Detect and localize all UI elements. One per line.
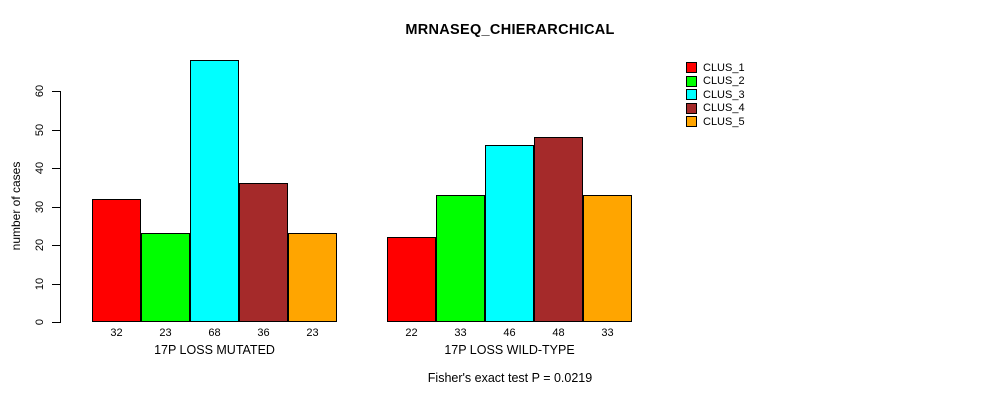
bar-clus_2-group1	[141, 233, 190, 322]
y-tick	[52, 322, 60, 323]
bar-value-label: 32	[110, 327, 123, 339]
y-tick-label: 30	[34, 200, 46, 213]
bar-clus_5-group1	[288, 233, 337, 322]
y-axis-line	[60, 91, 61, 323]
legend-swatch-icon	[686, 116, 697, 127]
legend-swatch-icon	[686, 89, 697, 100]
bar-value-label: 23	[159, 327, 172, 339]
legend-swatch-icon	[686, 102, 697, 114]
group-label: 17P LOSS MUTATED	[154, 343, 275, 357]
y-axis-label: number of cases	[9, 161, 23, 251]
bar-clus_5-group2	[583, 195, 632, 322]
y-tick-label: 20	[34, 238, 46, 252]
bar-value-label: 68	[208, 327, 221, 339]
legend-item-clus_3: CLUS_3	[686, 88, 745, 101]
y-tick-label: 0	[34, 318, 46, 326]
y-tick	[52, 168, 60, 169]
legend-swatch-icon	[686, 62, 697, 73]
bar-clus_4-group1	[239, 183, 288, 322]
y-tick-label: 10	[34, 277, 46, 290]
legend-item-clus_1: CLUS_1	[686, 61, 745, 74]
legend-item-clus_4: CLUS_4	[686, 102, 745, 115]
y-tick	[52, 91, 60, 92]
legend-label: CLUS_2	[703, 75, 745, 87]
bar-clus_4-group2	[534, 137, 583, 322]
legend-item-clus_5: CLUS_5	[686, 115, 745, 128]
y-tick	[52, 206, 60, 208]
legend-swatch-icon	[686, 75, 697, 87]
legend-label: CLUS_5	[703, 115, 745, 128]
y-tick	[52, 245, 60, 246]
bar-value-label: 48	[552, 327, 565, 339]
chart-title: MRNASEQ_CHIERARCHICAL	[405, 22, 615, 38]
bar-clus_2-group2	[436, 195, 485, 322]
bar-value-label: 33	[454, 327, 467, 339]
bar-value-label: 46	[503, 327, 516, 339]
footer-note: Fisher's exact test P = 0.0219	[427, 371, 593, 385]
bar-clus_3-group1	[190, 60, 239, 322]
bar-value-label: 36	[257, 327, 270, 339]
y-tick	[52, 129, 60, 131]
bar-clus_1-group2	[387, 237, 436, 322]
bar-clus_1-group1	[92, 199, 141, 322]
y-tick-label: 60	[34, 84, 46, 98]
legend-item-clus_2: CLUS_2	[686, 75, 745, 88]
y-tick	[52, 283, 60, 285]
y-tick-label: 50	[34, 123, 46, 136]
bar-clus_3-group2	[485, 145, 534, 322]
bar-value-label: 23	[306, 327, 319, 339]
y-tick-label: 40	[34, 161, 46, 175]
legend: CLUS_1 CLUS_2 CLUS_3 CLUS_4 CLUS_5	[686, 61, 745, 129]
bar-value-label: 22	[405, 327, 418, 339]
legend-label: CLUS_1	[703, 61, 745, 74]
bar-value-label: 33	[601, 327, 614, 339]
group-label: 17P LOSS WILD-TYPE	[444, 343, 575, 357]
legend-label: CLUS_4	[703, 102, 745, 114]
legend-label: CLUS_3	[703, 88, 745, 101]
